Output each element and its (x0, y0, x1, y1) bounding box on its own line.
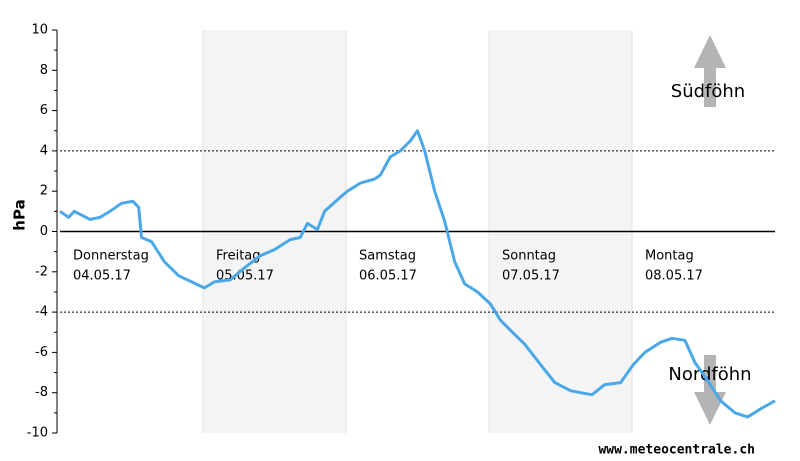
y-tick-label: -2 (35, 264, 48, 279)
y-tick-label: 6 (40, 103, 48, 118)
y-tick-label: 10 (31, 23, 48, 38)
y-tick-label: -6 (35, 345, 48, 360)
y-tick-label: 8 (40, 63, 48, 78)
y-tick-label: 0 (40, 224, 48, 239)
day-name: Sonntag (502, 249, 556, 264)
arrow-up (694, 35, 726, 107)
y-tick-label: -8 (35, 385, 48, 400)
watermark: www.meteocentrale.ch (598, 443, 755, 458)
annotation: Nordföhn (668, 364, 751, 385)
annotation: Südföhn (671, 81, 745, 102)
day-name: Montag (645, 249, 694, 264)
y-tick-label: 2 (40, 184, 48, 199)
y-axis-label: hPa (11, 199, 29, 230)
arrow-down (694, 355, 726, 425)
day-date: 06.05.17 (359, 269, 417, 284)
data-line (59, 129, 776, 419)
day-date: 04.05.17 (73, 269, 131, 284)
day-date: 08.05.17 (645, 269, 703, 284)
day-date: 07.05.17 (502, 269, 560, 284)
day-name: Freitag (216, 249, 261, 264)
day-name: Samstag (359, 249, 416, 264)
y-tick-label: 4 (40, 143, 48, 158)
y-tick-label: -10 (27, 426, 48, 441)
y-tick-label: -4 (35, 305, 48, 320)
day-name: Donnerstag (73, 249, 149, 264)
